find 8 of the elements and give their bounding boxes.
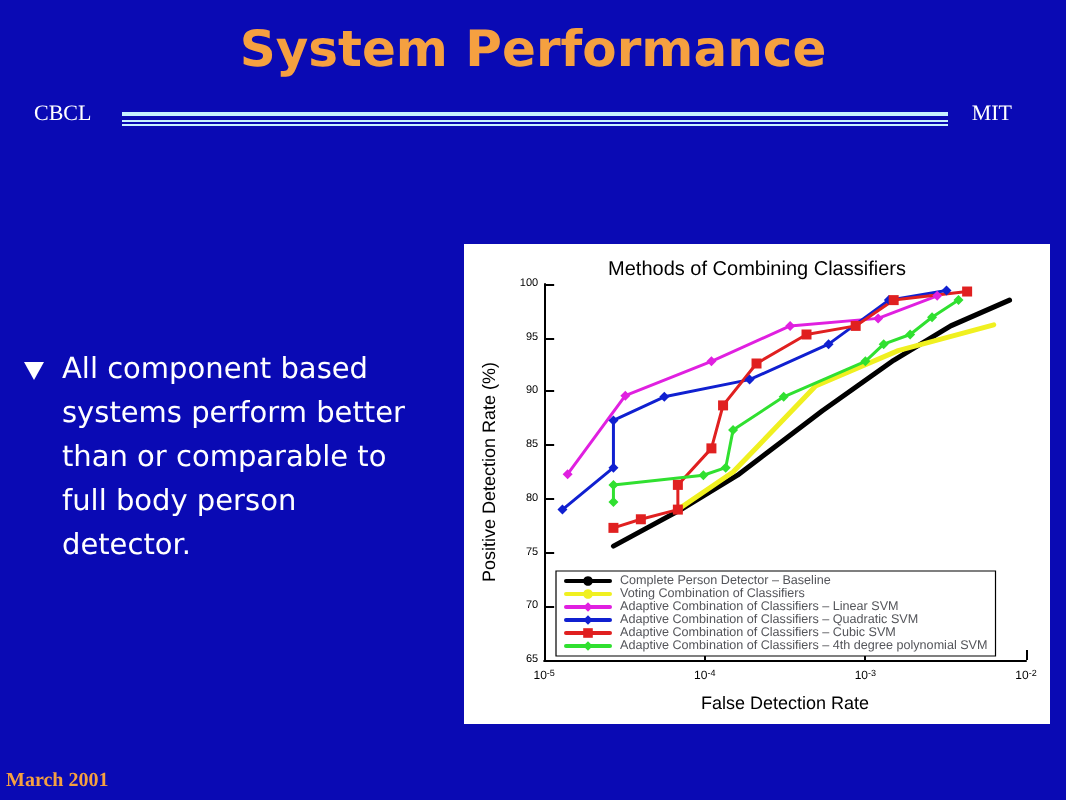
text: MIT [971,102,1012,126]
text: March 2001 [6,770,109,792]
chart-title: System Performance [237,20,829,78]
text: All component based systems perform better than or comparable to full body person detector. [62,352,407,566]
text: CBCL [34,102,92,126]
chart-subtitle: Methods of Combining Classifiers [608,259,906,281]
y-axis-title: Positive Detection Rate (%) [479,361,499,583]
x-axis-title: False Detection Rate [701,693,870,713]
